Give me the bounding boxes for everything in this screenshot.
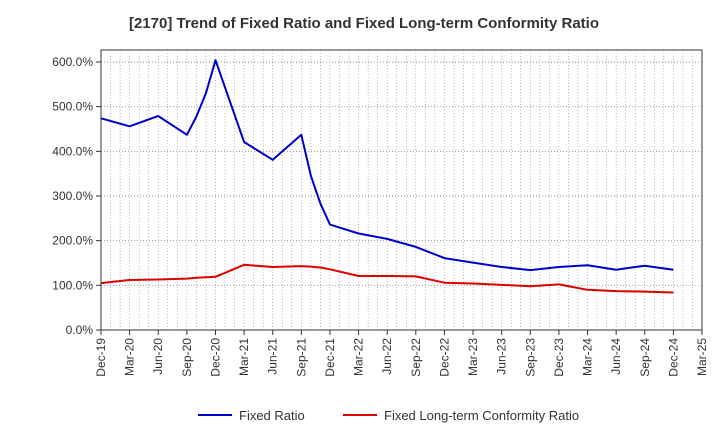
x-tick-label: Mar-24 — [581, 338, 595, 376]
series-line — [100, 263, 674, 294]
plot-area — [100, 49, 703, 331]
y-tick-label: 500.0% — [52, 100, 93, 114]
legend-label: Fixed Long-term Conformity Ratio — [384, 408, 579, 423]
y-tick-label: 300.0% — [52, 189, 93, 203]
y-tick-label: 0.0% — [66, 323, 94, 337]
series-lines — [100, 59, 674, 294]
x-tick-label: Dec-20 — [208, 338, 222, 377]
x-tick-label: Mar-21 — [237, 338, 251, 376]
chart-title: [2170] Trend of Fixed Ratio and Fixed Lo… — [129, 15, 599, 32]
x-tick-label: Sep-24 — [638, 338, 652, 377]
x-tick-label: Mar-23 — [466, 338, 480, 376]
x-tick-label: Dec-22 — [437, 338, 451, 377]
x-tick-label: Mar-22 — [352, 338, 366, 376]
x-tick-label: Mar-20 — [123, 338, 137, 376]
y-tick-label: 400.0% — [52, 144, 93, 158]
x-tick-label: Sep-23 — [523, 338, 537, 377]
x-tick-label: Jun-21 — [266, 338, 280, 375]
x-tick-label: Sep-20 — [180, 338, 194, 377]
x-tick-label: Jun-22 — [380, 338, 394, 375]
x-tick-label: Jun-23 — [495, 338, 509, 375]
x-tick-label: Dec-19 — [94, 338, 108, 377]
y-tick-label: 200.0% — [52, 234, 93, 248]
x-tick-label: Sep-22 — [409, 338, 423, 377]
y-tick-label: 100.0% — [52, 278, 93, 292]
x-tick-label: Dec-24 — [666, 338, 680, 377]
x-axis-ticks: Dec-19 Mar-20 Jun-20 Sep-20 Dec-20 Mar-21 Jun-… — [94, 330, 709, 377]
x-tick-label: Sep-21 — [294, 338, 308, 377]
y-tick-label: 600.0% — [52, 55, 93, 69]
x-tick-label: Jun-20 — [151, 338, 165, 375]
legend: Fixed Ratio Fixed Long-term Conformity Ra… — [198, 408, 579, 423]
grid — [101, 50, 702, 330]
series-line — [100, 59, 674, 272]
x-tick-label: Mar-25 — [695, 338, 709, 376]
y-axis-ticks: 0.0% 100.0% 200.0% 300.0% 400.0% 500.0% 600.0% — [52, 55, 101, 337]
legend-label: Fixed Ratio — [239, 408, 305, 423]
x-tick-label: Dec-21 — [323, 338, 337, 377]
x-tick-label: Jun-24 — [609, 338, 623, 375]
x-tick-label: Dec-23 — [552, 338, 566, 377]
